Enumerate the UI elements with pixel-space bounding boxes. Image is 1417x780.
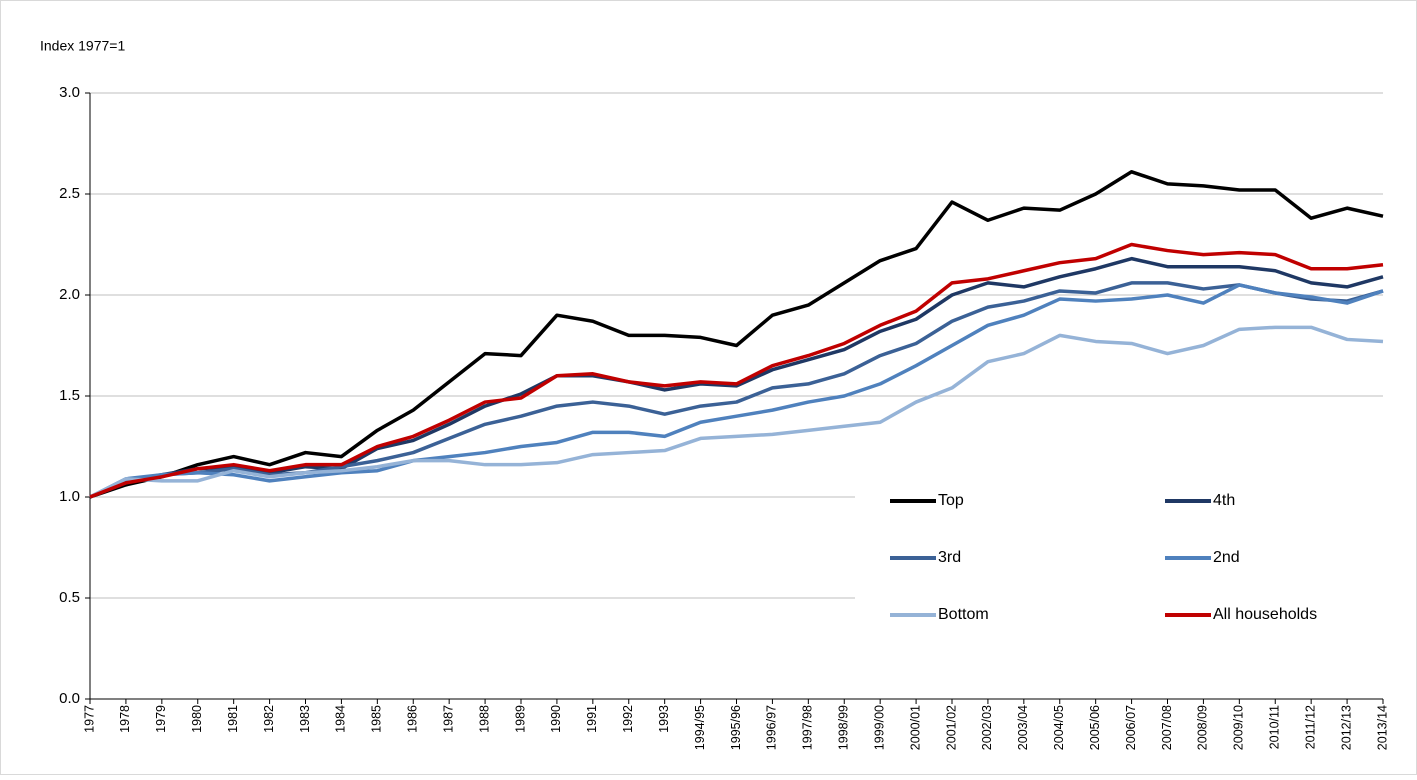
x-tick-label: 1980	[190, 705, 204, 733]
x-tick-label: 1987	[441, 705, 455, 733]
x-tick-label: 1989	[513, 705, 527, 733]
x-tick-label: 2010/11	[1268, 705, 1282, 749]
x-tick-label: 2008/09	[1196, 705, 1210, 750]
y-tick-label: 3.0	[59, 84, 80, 101]
y-tick-label: 1.5	[59, 387, 80, 404]
x-tick-label: 2001/02	[944, 705, 958, 750]
x-tick-label: 1985	[370, 705, 384, 733]
y-tick-label: 0.0	[59, 690, 80, 707]
x-tick-label: 1991	[585, 705, 599, 733]
x-tick-label: 1994/95	[693, 705, 707, 750]
legend-label: Top	[938, 492, 964, 509]
x-tick-label: 2009/10	[1232, 705, 1246, 750]
series-line	[89, 283, 1384, 499]
x-tick-label: 2003/04	[1016, 705, 1030, 750]
series-line	[89, 256, 1384, 499]
x-tick-label: 2007/08	[1160, 705, 1174, 750]
x-tick-label: 2004/05	[1052, 705, 1066, 750]
x-tick-label: 2013/14	[1375, 705, 1389, 750]
series-line	[89, 325, 1384, 499]
x-tick-label: 1983	[298, 705, 312, 733]
legend-label: All households	[1213, 606, 1317, 623]
x-tick-label: 1998/99	[837, 705, 851, 750]
y-tick-label: 0.5	[59, 589, 80, 606]
legend-label: Bottom	[938, 606, 989, 623]
x-tick-label: 1995/96	[729, 705, 743, 750]
x-tick-label: 1992	[621, 705, 635, 733]
x-tick-label: 2012/13	[1339, 705, 1353, 750]
series-line	[89, 170, 1384, 499]
y-axis-label: Index 1977=1	[40, 38, 125, 54]
x-tick-label: 2005/06	[1088, 705, 1102, 750]
x-tick-label: 1979	[154, 705, 168, 733]
x-tick-label: 2000/01	[908, 705, 922, 750]
y-tick-label: 2.5	[59, 185, 80, 202]
x-tick-label: 1977	[82, 705, 96, 733]
x-tick-label: 1996/97	[765, 705, 779, 750]
x-tick-label: 1988	[477, 705, 491, 733]
x-tick-label: 1997/98	[801, 705, 815, 750]
series-line	[89, 242, 1384, 499]
x-tick-label: 1993	[657, 705, 671, 733]
legend-label: 2nd	[1213, 549, 1240, 566]
x-tick-label: 1982	[262, 705, 276, 733]
x-tick-label: 2011/12	[1303, 705, 1317, 749]
x-tick-label: 1990	[549, 705, 563, 733]
y-tick-label: 2.0	[59, 286, 80, 303]
x-tick-label: 1986	[406, 705, 420, 733]
legend-background	[855, 470, 1383, 640]
x-tick-label: 2006/07	[1124, 705, 1138, 750]
x-tick-label: 1978	[118, 705, 132, 733]
x-tick-label: 1984	[334, 705, 348, 733]
legend-label: 4th	[1213, 492, 1235, 509]
legend-label: 3rd	[938, 549, 961, 566]
y-tick-label: 1.0	[59, 488, 80, 505]
x-tick-label: 1981	[226, 705, 240, 733]
x-tick-label: 2002/03	[980, 705, 994, 750]
x-tick-label: 1999/00	[872, 705, 886, 750]
